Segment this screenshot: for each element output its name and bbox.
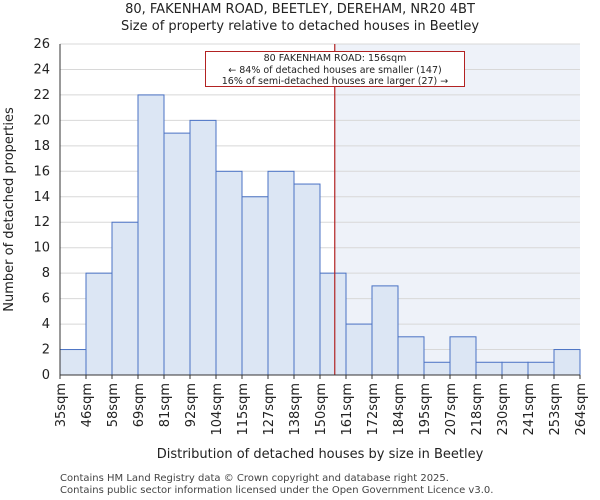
bar [319,272,347,376]
x-tick-label: 264sqm [574,383,589,436]
x-tick-label: 35sqm [54,383,69,427]
chart-subtitle: Size of property relative to detached ho… [120,19,480,34]
bar [267,170,295,376]
y-tick-label: 14 [33,190,50,205]
bar [137,94,165,376]
chart-title: 80, FAKENHAM ROAD, BEETLEY, DEREHAM, NR2… [125,2,475,17]
y-tick-label: 8 [42,266,50,281]
bar [293,183,321,376]
footer-line-1: Contains HM Land Registry data © Crown c… [60,473,449,484]
annotation-line-3: 16% of semi-detached houses are larger (… [221,76,449,87]
x-tick-label: 253sqm [548,383,563,436]
bar [85,272,113,376]
x-tick-label: 115sqm [236,383,251,436]
y-axis-label: Number of detached properties [2,107,17,312]
x-tick-label: 81sqm [158,383,173,427]
bar [423,361,451,376]
y-tick-label: 22 [33,88,50,103]
x-tick-label: 161sqm [340,383,355,436]
annotation-line-1: 80 FAKENHAM ROAD: 156sqm [263,53,407,64]
y-tick-label: 12 [33,215,50,230]
annotation-box: 80 FAKENHAM ROAD: 156sqm ← 84% of detach… [205,51,465,87]
x-tick-label: 184sqm [392,383,407,436]
bar [163,132,191,376]
x-axis-label: Distribution of detached houses by size … [157,447,484,462]
bar [553,349,581,376]
x-tick-label: 69sqm [132,383,147,427]
bar [111,221,139,376]
y-tick-label: 2 [42,343,50,358]
x-tick-label: 138sqm [288,383,303,436]
bar [527,361,555,376]
y-tick-label: 4 [42,317,50,332]
x-tick-label: 127sqm [262,383,277,436]
annotation-line-2: ← 84% of detached houses are smaller (14… [228,64,442,76]
y-tick-label: 20 [33,113,50,128]
bar [449,336,477,376]
bar [475,361,503,376]
bar [501,361,529,376]
x-tick-label: 218sqm [470,383,485,436]
y-tick-label: 24 [33,62,50,77]
x-tick-label: 172sqm [366,383,381,436]
y-tick-label: 18 [33,139,50,154]
y-tick-label: 6 [42,292,50,307]
x-tick-label: 92sqm [184,383,199,427]
x-tick-label: 150sqm [314,383,329,436]
x-tick-label: 241sqm [522,383,537,436]
footer-line-2: Contains public sector information licen… [60,485,494,496]
bar [59,349,87,376]
x-tick-label: 230sqm [496,383,511,436]
bar [371,285,399,376]
bar [215,170,243,376]
x-tick-label: 207sqm [444,383,459,436]
y-tick-label: 0 [42,368,50,383]
x-tick-label: 104sqm [210,383,225,436]
y-tick-label: 10 [33,241,50,256]
bar [397,336,425,376]
bar [189,119,217,376]
x-tick-label: 58sqm [106,383,121,427]
y-tick-label: 16 [33,164,50,179]
bar [241,196,269,376]
y-tick-label: 26 [33,37,50,52]
x-tick-label: 46sqm [80,383,95,427]
bar [345,323,373,376]
x-tick-label: 195sqm [418,383,433,436]
